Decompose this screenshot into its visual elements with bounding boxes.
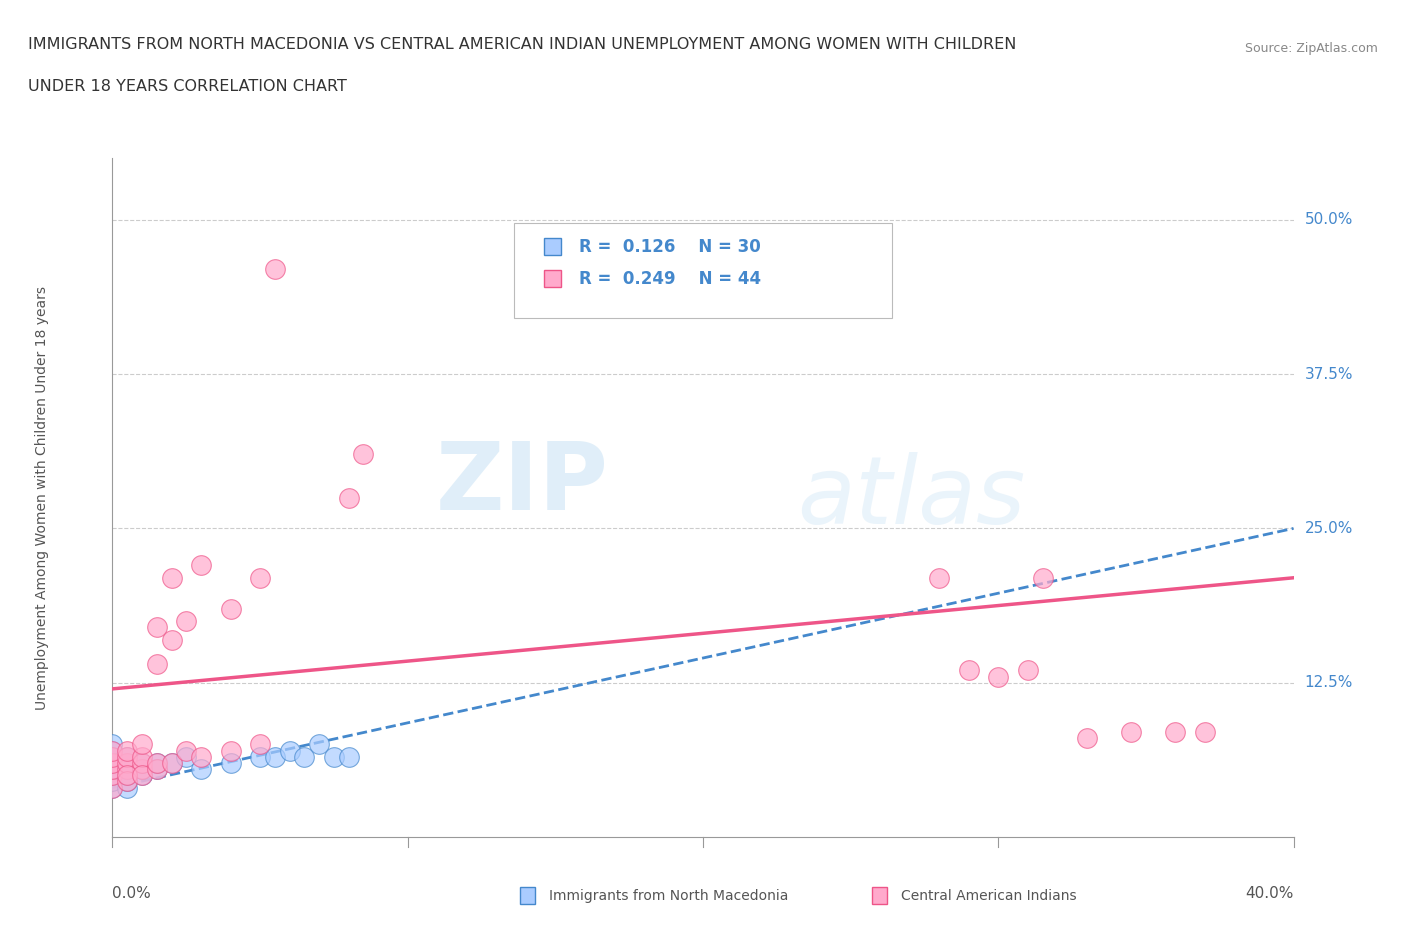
Text: 12.5%: 12.5% [1305,675,1353,690]
Point [101,737,124,751]
Text: 0.0%: 0.0% [112,886,152,901]
Point [101,762,124,777]
Point [117,762,138,777]
Point [219,755,242,770]
Point [264,750,287,764]
Point [117,755,138,770]
Text: 50.0%: 50.0% [1305,212,1353,227]
Point [101,755,124,770]
Point [308,737,330,751]
Text: 40.0%: 40.0% [1246,886,1294,901]
Point [101,768,124,783]
Point [146,657,169,671]
Text: UNDER 18 YEARS CORRELATION CHART: UNDER 18 YEARS CORRELATION CHART [28,79,347,94]
Point [190,762,212,777]
Point [278,743,301,758]
Point [117,755,138,770]
Point [352,447,374,462]
Point [337,750,360,764]
Point [174,750,197,764]
Point [117,762,138,777]
Text: Central American Indians: Central American Indians [901,888,1077,903]
FancyBboxPatch shape [515,222,891,318]
Point [101,768,124,783]
Point [190,558,212,573]
Point [101,780,124,795]
Point [101,743,124,758]
Text: Immigrants from North Macedonia: Immigrants from North Macedonia [550,888,789,903]
Point [1194,724,1216,739]
Point [160,755,183,770]
Point [264,261,287,276]
Point [174,743,197,758]
Point [337,490,360,505]
Point [249,737,271,751]
Point [117,774,138,789]
Point [323,750,346,764]
Text: Unemployment Among Women with Children Under 18 years: Unemployment Among Women with Children U… [35,286,49,710]
Text: 37.5%: 37.5% [1305,366,1353,381]
Point [131,762,153,777]
Point [101,750,124,764]
Text: R =  0.126    N = 30: R = 0.126 N = 30 [579,238,761,256]
Point [131,737,153,751]
Point [219,743,242,758]
Point [131,768,153,783]
Point [101,743,124,758]
Point [117,780,138,795]
Point [174,614,197,629]
Point [117,750,138,764]
Point [1076,731,1098,746]
Point [219,601,242,616]
Point [1119,724,1142,739]
Point [160,755,183,770]
Point [190,750,212,764]
Point [146,762,169,777]
Point [117,768,138,783]
Point [101,755,124,770]
Point [117,768,138,783]
Point [160,570,183,585]
Point [101,750,124,764]
Point [117,750,138,764]
Point [131,768,153,783]
Point [146,762,169,777]
Text: R =  0.249    N = 44: R = 0.249 N = 44 [579,270,761,287]
Point [101,774,124,789]
Point [160,632,183,647]
Point [1032,570,1054,585]
Point [292,750,315,764]
Point [117,774,138,789]
Point [101,780,124,795]
Text: atlas: atlas [797,452,1026,543]
Point [131,750,153,764]
Point [957,663,980,678]
Point [131,762,153,777]
Point [249,750,271,764]
Text: ZIP: ZIP [436,438,609,530]
Point [131,755,153,770]
FancyBboxPatch shape [544,270,561,287]
Point [1164,724,1187,739]
Point [928,570,950,585]
Text: Source: ZipAtlas.com: Source: ZipAtlas.com [1244,42,1378,55]
Point [987,669,1010,684]
Point [146,755,169,770]
Point [146,619,169,634]
Point [117,743,138,758]
Point [1017,663,1039,678]
Text: 25.0%: 25.0% [1305,521,1353,536]
Point [146,755,169,770]
FancyBboxPatch shape [544,238,561,255]
Point [131,755,153,770]
Point [249,570,271,585]
Text: IMMIGRANTS FROM NORTH MACEDONIA VS CENTRAL AMERICAN INDIAN UNEMPLOYMENT AMONG WO: IMMIGRANTS FROM NORTH MACEDONIA VS CENTR… [28,37,1017,52]
Point [101,762,124,777]
